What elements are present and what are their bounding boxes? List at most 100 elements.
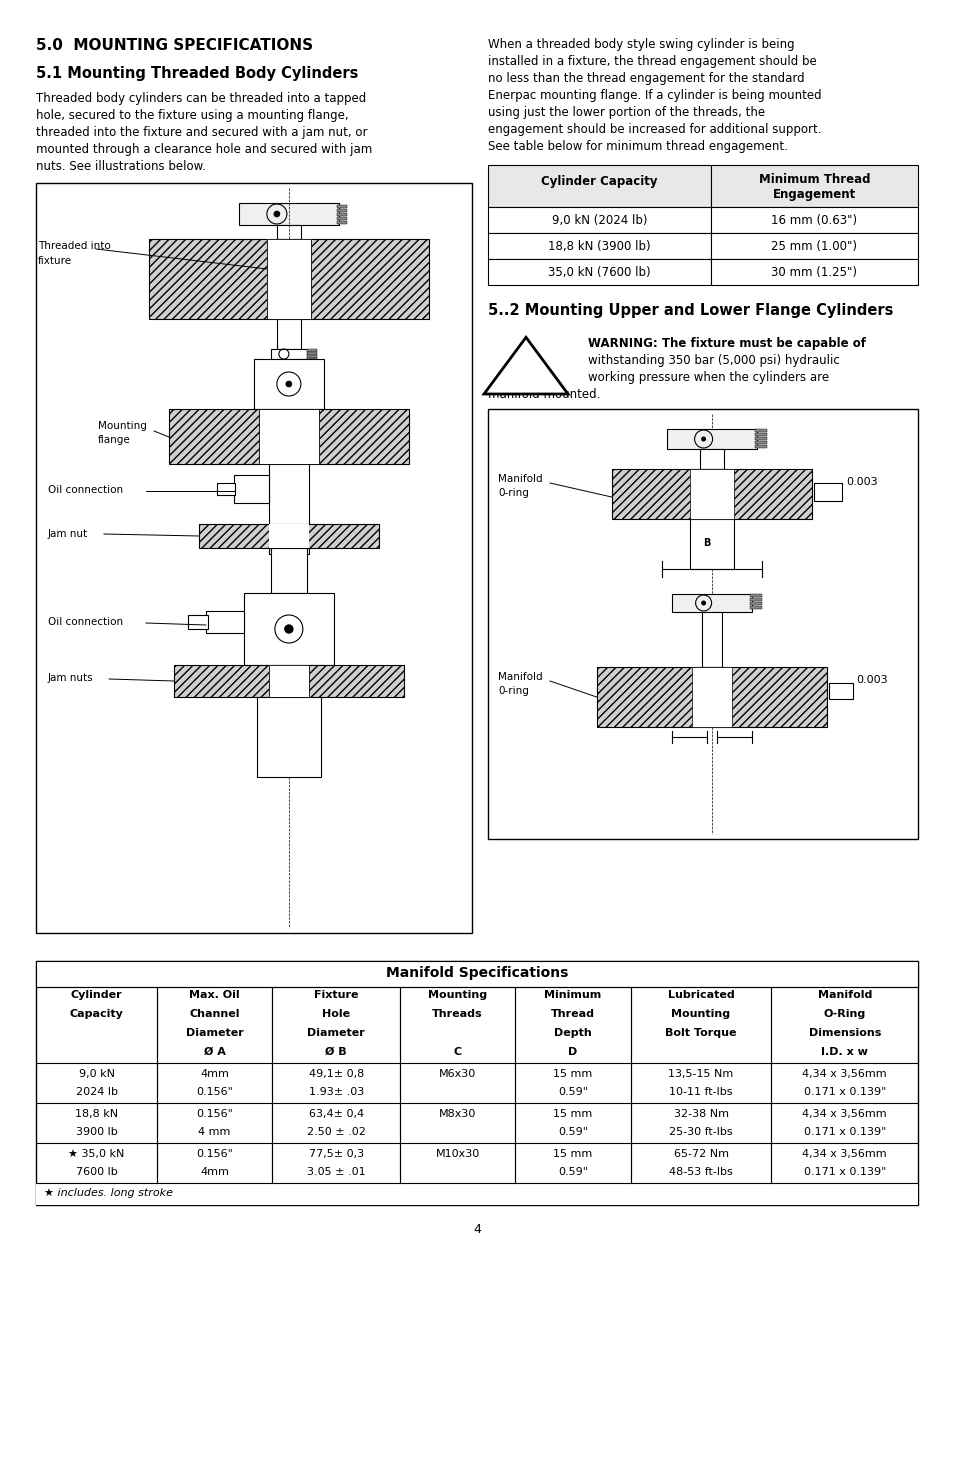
Bar: [169, 409, 409, 465]
Text: 2024 lb: 2024 lb: [75, 1087, 117, 1097]
Text: Threaded into: Threaded into: [38, 240, 111, 251]
Text: 0.171 x 0.139": 0.171 x 0.139": [802, 1087, 885, 1097]
Text: Oil connection: Oil connection: [48, 485, 123, 496]
Text: engagement should be increased for additional support.: engagement should be increased for addit…: [488, 122, 821, 136]
Text: I.D. x w: I.D. x w: [821, 1047, 867, 1058]
Text: ★ 35,0 kN: ★ 35,0 kN: [69, 1149, 125, 1159]
Circle shape: [274, 211, 279, 217]
Text: 5.1 Mounting Threaded Body Cylinders: 5.1 Mounting Threaded Body Cylinders: [36, 66, 358, 81]
Text: 25-30 ft-lbs: 25-30 ft-lbs: [669, 1127, 732, 1137]
Text: Threads: Threads: [432, 1009, 482, 1019]
Text: Manifold Specifications: Manifold Specifications: [385, 966, 568, 979]
Text: Engagement: Engagement: [772, 187, 855, 201]
Bar: [689, 469, 733, 519]
Text: 0-ring: 0-ring: [497, 686, 528, 696]
Text: B: B: [703, 538, 710, 549]
Bar: [216, 482, 234, 496]
Bar: [233, 475, 269, 503]
Polygon shape: [483, 338, 567, 394]
Text: 3900 lb: 3900 lb: [75, 1127, 117, 1137]
Text: manifold mounted.: manifold mounted.: [488, 388, 599, 401]
Text: Ø A: Ø A: [204, 1047, 225, 1058]
Bar: [307, 358, 316, 360]
Text: 0.59": 0.59": [558, 1167, 587, 1177]
Text: 5.0  MOUNTING SPECIFICATIONS: 5.0 MOUNTING SPECIFICATIONS: [36, 38, 313, 53]
Bar: [488, 165, 710, 207]
Text: 0.003: 0.003: [845, 476, 878, 487]
Text: Oil connection: Oil connection: [48, 617, 123, 627]
Bar: [710, 165, 917, 207]
Circle shape: [285, 625, 293, 633]
Text: Jam nuts: Jam nuts: [48, 673, 93, 683]
Bar: [813, 482, 841, 502]
Text: O-Ring: O-Ring: [822, 1009, 865, 1019]
Text: 0-ring: 0-ring: [497, 488, 528, 499]
Text: 32-38 Nm: 32-38 Nm: [673, 1109, 728, 1120]
Circle shape: [700, 600, 705, 606]
Text: 5..2 Mounting Upper and Lower Flange Cylinders: 5..2 Mounting Upper and Lower Flange Cyl…: [488, 302, 892, 319]
Bar: [269, 524, 309, 549]
Text: 49,1± 0,8: 49,1± 0,8: [308, 1069, 363, 1080]
Text: Minimum: Minimum: [544, 990, 601, 1000]
Text: 15 mm: 15 mm: [553, 1109, 592, 1120]
Text: using just the lower portion of the threads, the: using just the lower portion of the thre…: [488, 106, 764, 119]
Bar: [267, 239, 311, 319]
Bar: [754, 429, 766, 432]
Text: C: C: [453, 1047, 461, 1058]
Bar: [488, 233, 710, 260]
Text: withstanding 350 bar (5,000 psi) hydraulic: withstanding 350 bar (5,000 psi) hydraul…: [587, 354, 839, 367]
Text: 9,0 kN (2024 lb): 9,0 kN (2024 lb): [551, 214, 646, 227]
Text: Diameter: Diameter: [307, 1028, 365, 1038]
Circle shape: [700, 437, 705, 441]
Text: See table below for minimum thread engagement.: See table below for minimum thread engag…: [488, 140, 787, 153]
Text: 4 mm: 4 mm: [198, 1127, 231, 1137]
Text: M8x30: M8x30: [438, 1109, 476, 1120]
Text: Max. Oil: Max. Oil: [189, 990, 240, 1000]
Text: Dimensions: Dimensions: [808, 1028, 880, 1038]
Text: 35,0 kN (7600 lb): 35,0 kN (7600 lb): [548, 266, 650, 279]
Text: 4: 4: [473, 1223, 480, 1236]
Bar: [269, 665, 309, 698]
Bar: [267, 239, 311, 319]
Text: Depth: Depth: [554, 1028, 591, 1038]
Text: fixture: fixture: [38, 257, 72, 266]
Text: Threaded body cylinders can be threaded into a tapped: Threaded body cylinders can be threaded …: [36, 91, 366, 105]
Text: 4,34 x 3,56mm: 4,34 x 3,56mm: [801, 1149, 886, 1159]
Bar: [36, 183, 472, 934]
Text: 25 mm (1.00"): 25 mm (1.00"): [771, 240, 857, 254]
Text: 2.50 ± .02: 2.50 ± .02: [306, 1127, 365, 1137]
Circle shape: [286, 381, 292, 386]
Bar: [596, 667, 825, 727]
Text: 30 mm (1.25"): 30 mm (1.25"): [771, 266, 857, 279]
Text: 0.59": 0.59": [558, 1127, 587, 1137]
Text: ★ includes. long stroke: ★ includes. long stroke: [44, 1187, 172, 1198]
Text: hole, secured to the fixture using a mounting flange,: hole, secured to the fixture using a mou…: [36, 109, 348, 122]
Bar: [336, 205, 347, 208]
Bar: [754, 441, 766, 444]
Text: Capacity: Capacity: [70, 1009, 123, 1019]
Bar: [828, 683, 852, 699]
Bar: [173, 665, 403, 698]
Text: 48-53 ft-lbs: 48-53 ft-lbs: [668, 1167, 732, 1177]
Text: Channel: Channel: [190, 1009, 239, 1019]
Bar: [710, 233, 917, 260]
Bar: [36, 1183, 917, 1205]
Text: !: !: [519, 358, 531, 384]
Text: 3.05 ± .01: 3.05 ± .01: [307, 1167, 365, 1177]
Text: 0.156": 0.156": [196, 1149, 233, 1159]
Bar: [700, 612, 720, 667]
Bar: [307, 350, 316, 351]
Text: 65-72 Nm: 65-72 Nm: [673, 1149, 728, 1159]
Text: 18,8 kN (3900 lb): 18,8 kN (3900 lb): [548, 240, 650, 254]
Text: 4,34 x 3,56mm: 4,34 x 3,56mm: [801, 1109, 886, 1120]
Text: When a threaded body style swing cylinder is being: When a threaded body style swing cylinde…: [488, 38, 794, 52]
Text: threaded into the fixture and secured with a jam nut, or: threaded into the fixture and secured wi…: [36, 125, 367, 139]
Bar: [749, 606, 760, 609]
Text: 0.59": 0.59": [558, 1087, 587, 1097]
Text: Diameter: Diameter: [186, 1028, 243, 1038]
Bar: [699, 448, 722, 469]
Bar: [271, 350, 307, 358]
Bar: [689, 519, 733, 569]
Text: Fixture: Fixture: [314, 990, 358, 1000]
Text: nuts. See illustrations below.: nuts. See illustrations below.: [36, 159, 206, 173]
